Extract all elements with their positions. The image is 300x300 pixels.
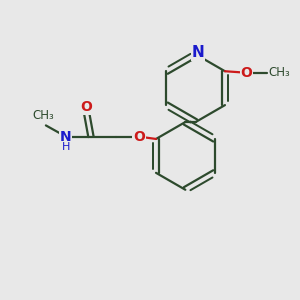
Text: H: H — [62, 142, 71, 152]
Text: O: O — [133, 130, 145, 144]
Text: CH₃: CH₃ — [33, 109, 54, 122]
Text: CH₃: CH₃ — [268, 66, 290, 79]
Text: O: O — [81, 100, 92, 114]
Text: O: O — [240, 66, 252, 80]
Text: N: N — [60, 130, 72, 144]
Text: N: N — [192, 45, 204, 60]
